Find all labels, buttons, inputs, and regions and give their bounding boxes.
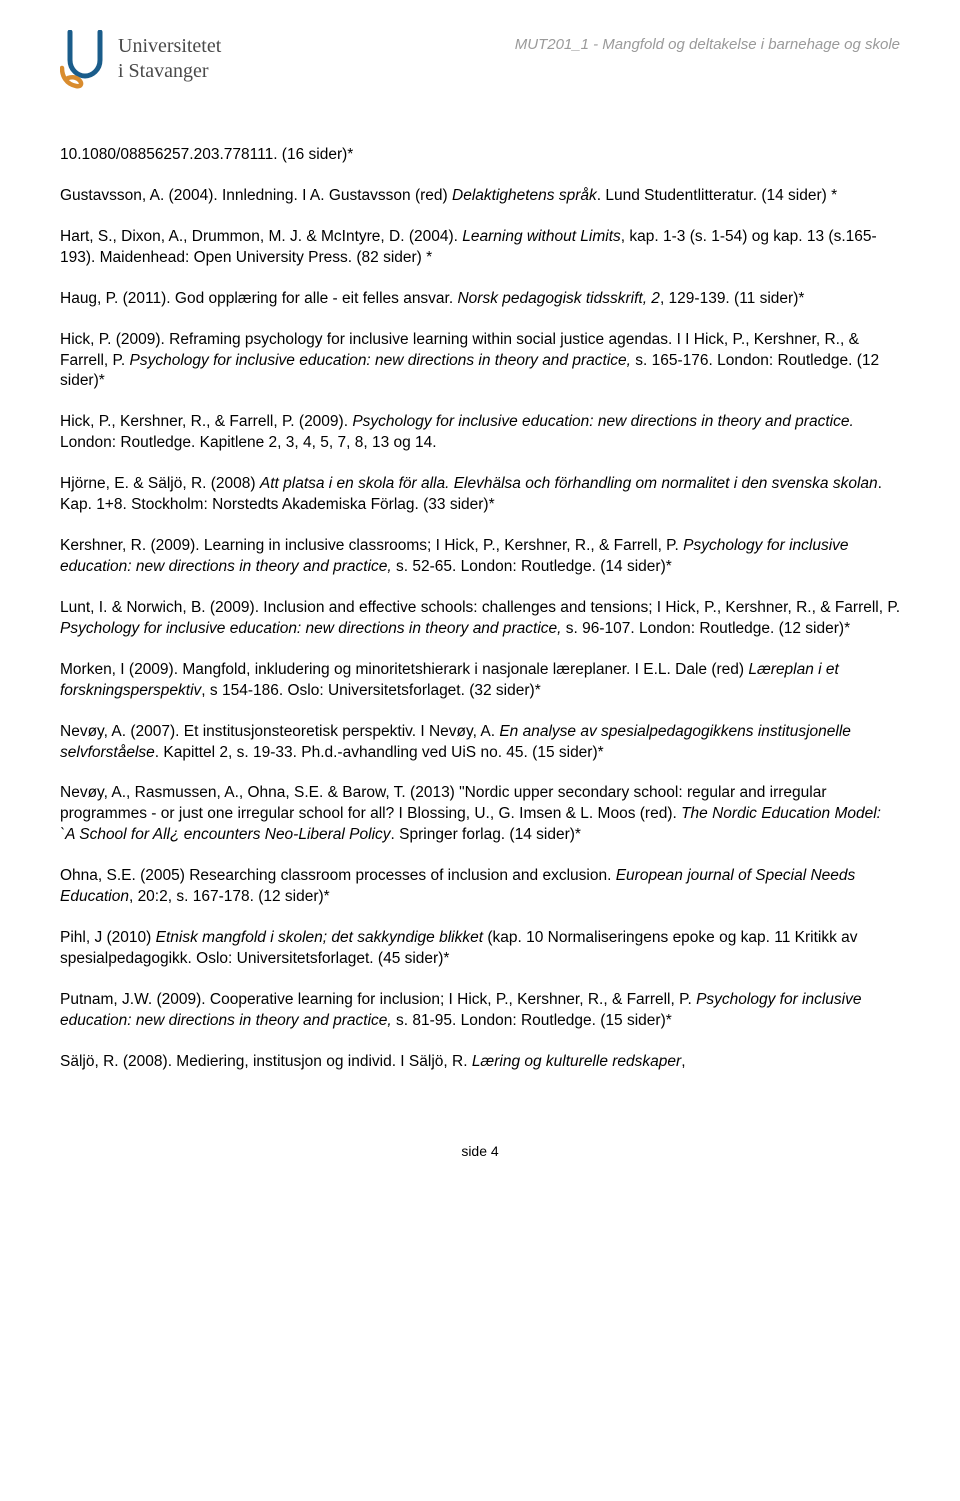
university-name: Universitetet i Stavanger <box>118 30 221 84</box>
ref-text: , 129-139. (11 sider)* <box>660 290 804 307</box>
uni-line-1: Universitetet <box>118 34 221 59</box>
ref-text: Morken, I (2009). Mangfold, inkludering … <box>60 661 748 678</box>
ref-text: . Springer forlag. (14 sider)* <box>391 826 581 843</box>
ref-text: s. 52-65. London: Routledge. (14 sider)* <box>396 558 672 575</box>
content-body: 10.1080/08856257.203.778111. (16 sider)*… <box>60 145 900 1073</box>
reference-entry: Hjörne, E. & Säljö, R. (2008) Att platsa… <box>60 474 900 516</box>
ref-italic: Etnisk mangfold i skolen; det sakkyndige… <box>156 929 488 946</box>
reference-entry: Lunt, I. & Norwich, B. (2009). Inclusion… <box>60 598 900 640</box>
ref-italic: Att platsa i en skola för alla. Elevhäls… <box>260 475 878 492</box>
course-title: MUT201_1 - Mangfold og deltakelse i barn… <box>515 30 900 53</box>
ref-text: . Kapittel 2, s. 19-33. Ph.d.-avhandling… <box>155 744 604 761</box>
reference-entry: Hick, P. (2009). Reframing psychology fo… <box>60 330 900 393</box>
ref-text: Kershner, R. (2009). Learning in inclusi… <box>60 537 683 554</box>
ref-text: Haug, P. (2011). God opplæring for alle … <box>60 290 457 307</box>
logo-block: Universitetet i Stavanger <box>60 30 221 90</box>
ref-italic: Psychology for inclusive education: new … <box>130 352 636 369</box>
ref-italic: Learning without Limits <box>462 228 621 245</box>
page-container: Universitetet i Stavanger MUT201_1 - Man… <box>0 0 960 1199</box>
ref-italic: Delaktighetens språk <box>452 187 597 204</box>
ref-text: , <box>681 1053 685 1070</box>
page-number: side 4 <box>461 1143 498 1159</box>
ref-italic: Læring og kulturelle redskaper <box>472 1053 681 1070</box>
ref-text: London: Routledge. Kapitlene 2, 3, 4, 5,… <box>60 434 437 451</box>
ref-text: , 20:2, s. 167-178. (12 sider)* <box>129 888 330 905</box>
ref-text: Putnam, J.W. (2009). Cooperative learnin… <box>60 991 696 1008</box>
reference-entry: Ohna, S.E. (2005) Researching classroom … <box>60 866 900 908</box>
ref-italic: Norsk pedagogisk tidsskrift, 2 <box>457 290 659 307</box>
reference-entry: Pihl, J (2010) Etnisk mangfold i skolen;… <box>60 928 900 970</box>
reference-entry: Hart, S., Dixon, A., Drummon, M. J. & Mc… <box>60 227 900 269</box>
ref-text: Ohna, S.E. (2005) Researching classroom … <box>60 867 616 884</box>
ref-text: Nevøy, A. (2007). Et institusjonsteoreti… <box>60 723 499 740</box>
university-logo-icon <box>60 30 110 90</box>
page-header: Universitetet i Stavanger MUT201_1 - Man… <box>60 30 900 90</box>
ref-text: Hick, P., Kershner, R., & Farrell, P. (2… <box>60 413 352 430</box>
ref-text: Pihl, J (2010) <box>60 929 156 946</box>
ref-text: Säljö, R. (2008). Mediering, institusjon… <box>60 1053 472 1070</box>
reference-entry: Haug, P. (2011). God opplæring for alle … <box>60 289 900 310</box>
ref-text: . Lund Studentlitteratur. (14 sider) * <box>597 187 837 204</box>
ref-text: s. 81-95. London: Routledge. (15 sider)* <box>396 1012 672 1029</box>
ref-text: s. 96-107. London: Routledge. (12 sider)… <box>566 620 850 637</box>
ref-italic: Psychology for inclusive education: new … <box>352 413 853 430</box>
reference-entry: Säljö, R. (2008). Mediering, institusjon… <box>60 1052 900 1073</box>
reference-entry: Nevøy, A. (2007). Et institusjonsteoreti… <box>60 722 900 764</box>
reference-entry: Putnam, J.W. (2009). Cooperative learnin… <box>60 990 900 1032</box>
ref-text: , s 154-186. Oslo: Universitetsforlaget.… <box>201 682 540 699</box>
reference-entry: Hick, P., Kershner, R., & Farrell, P. (2… <box>60 412 900 454</box>
page-footer: side 4 <box>60 1143 900 1159</box>
ref-text: Gustavsson, A. (2004). Innledning. I A. … <box>60 187 452 204</box>
reference-entry: 10.1080/08856257.203.778111. (16 sider)* <box>60 145 900 166</box>
reference-entry: Gustavsson, A. (2004). Innledning. I A. … <box>60 186 900 207</box>
ref-text: Hjörne, E. & Säljö, R. (2008) <box>60 475 260 492</box>
reference-entry: Kershner, R. (2009). Learning in inclusi… <box>60 536 900 578</box>
ref-text: Lunt, I. & Norwich, B. (2009). Inclusion… <box>60 599 900 616</box>
uni-line-2: i Stavanger <box>118 59 221 84</box>
ref-text: Hart, S., Dixon, A., Drummon, M. J. & Mc… <box>60 228 462 245</box>
ref-text: 10.1080/08856257.203.778111. (16 sider)* <box>60 146 353 163</box>
ref-italic: Psychology for inclusive education: new … <box>60 620 566 637</box>
reference-entry: Nevøy, A., Rasmussen, A., Ohna, S.E. & B… <box>60 783 900 846</box>
reference-entry: Morken, I (2009). Mangfold, inkludering … <box>60 660 900 702</box>
